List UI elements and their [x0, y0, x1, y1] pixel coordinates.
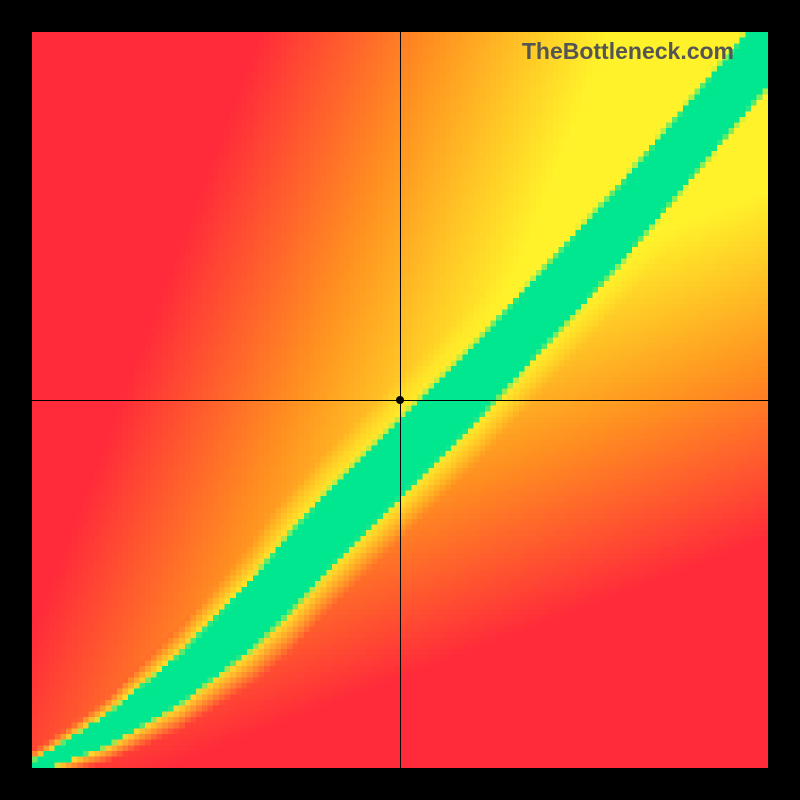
crosshair-marker [396, 396, 404, 404]
watermark-text: TheBottleneck.com [522, 38, 734, 65]
plot-area: TheBottleneck.com [32, 32, 768, 768]
